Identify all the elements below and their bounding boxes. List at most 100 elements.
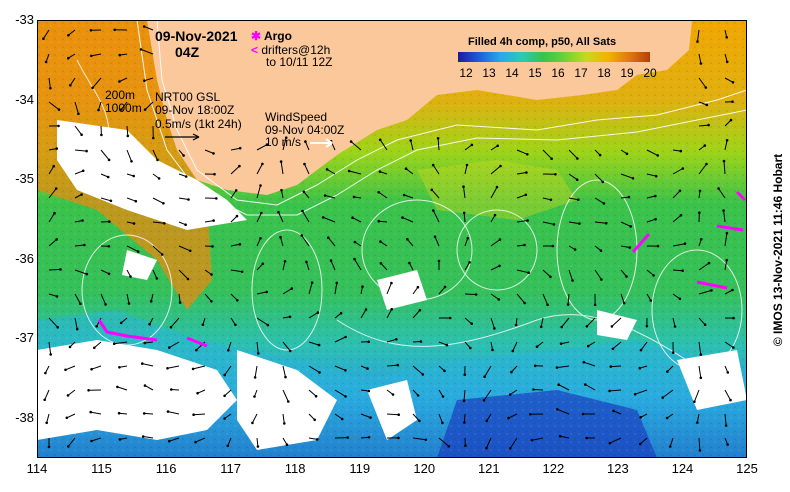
current-arrow: [278, 211, 284, 223]
current-arrow-head: [523, 301, 526, 305]
current-arrow-head: [212, 219, 215, 222]
current-arrow-head: [81, 169, 85, 173]
current-arrow: [509, 437, 518, 449]
y-tick-label: -33: [15, 12, 34, 27]
current-arrow-head: [223, 373, 226, 377]
current-arrow: [724, 260, 728, 271]
current-arrow-head: [49, 86, 52, 90]
current-arrow: [144, 385, 154, 391]
current-arrow-head: [498, 238, 502, 241]
current-arrow-head: [168, 346, 171, 349]
current-arrow: [48, 239, 58, 247]
current-arrow-head: [725, 231, 729, 235]
current-arrow: [119, 77, 128, 82]
current-arrow-head: [69, 84, 72, 87]
colorbar-tick-label: 19: [620, 66, 634, 80]
current-arrow-head: [45, 421, 48, 425]
current-arrow-head: [90, 439, 93, 443]
current-arrow-head: [55, 238, 58, 241]
current-arrow-head: [463, 421, 466, 424]
current-arrow: [583, 361, 596, 367]
current-arrow-head: [313, 418, 317, 422]
current-arrow-head: [118, 53, 122, 57]
current-arrow-head: [604, 221, 608, 225]
y-tick-label: -38: [15, 409, 34, 425]
isobath-label-200: 200m: [105, 88, 136, 102]
current-arrow-head: [344, 369, 347, 372]
current-arrow-head: [725, 258, 728, 262]
current-arrow: [308, 365, 320, 373]
current-arrow: [380, 241, 388, 247]
current-arrow: [169, 437, 180, 442]
current-arrow: [280, 237, 284, 247]
current-arrow: [698, 365, 702, 378]
current-arrow: [98, 101, 102, 111]
current-arrow-head: [184, 175, 188, 178]
current-arrow-head: [118, 366, 121, 369]
current-arrow-head: [668, 445, 672, 448]
current-arrow-head: [379, 262, 383, 265]
current-arrow-head: [585, 325, 589, 328]
current-arrow: [380, 262, 388, 271]
current-arrow: [74, 293, 81, 304]
current-arrow: [464, 262, 471, 271]
current-arrow: [48, 317, 59, 328]
current-arrow-head: [495, 185, 499, 189]
current-arrow-head: [654, 217, 657, 221]
current-arrow-head: [558, 434, 562, 438]
current-arrow: [724, 289, 733, 295]
current-arrow-head: [285, 443, 289, 447]
current-arrow: [100, 197, 112, 202]
current-arrow: [74, 317, 78, 330]
current-arrow-head: [556, 408, 559, 411]
current-arrow-head: [554, 173, 557, 176]
current-arrow-head: [152, 136, 155, 140]
current-arrow-head: [404, 167, 408, 170]
current-arrow-head: [238, 243, 242, 246]
current-arrow-head: [550, 157, 553, 160]
current-arrow-head: [257, 352, 260, 355]
current-arrow-head: [148, 322, 151, 326]
current-arrow-head: [170, 388, 173, 391]
current-arrow-head: [509, 447, 512, 450]
current-arrow-head: [349, 140, 353, 143]
current-arrow: [698, 53, 702, 64]
current-arrow: [330, 260, 336, 271]
current-arrow-head: [212, 152, 215, 155]
current-arrow: [490, 145, 498, 151]
current-arrow-head: [55, 295, 59, 298]
current-arrow-head: [66, 394, 70, 397]
current-arrow-head: [396, 363, 400, 367]
current-arrow-head: [75, 327, 79, 331]
current-arrow: [302, 210, 310, 223]
current-arrow-head: [628, 246, 631, 249]
current-arrow-head: [707, 261, 711, 265]
x-tick-label: 114: [26, 461, 48, 476]
current-arrow-head: [725, 60, 729, 64]
current-arrow: [178, 197, 189, 200]
current-arrow: [256, 317, 269, 326]
current-arrow: [610, 365, 622, 368]
current-arrow: [587, 341, 596, 347]
current-arrow-head: [599, 249, 603, 252]
current-arrow: [438, 437, 450, 447]
current-arrow-head: [557, 383, 560, 387]
current-arrow-head: [234, 189, 238, 192]
current-arrow-head: [397, 436, 400, 440]
current-arrow-head: [352, 195, 356, 199]
current-arrow: [568, 221, 580, 225]
current-arrow-head: [699, 238, 703, 241]
current-arrow-head: [705, 162, 708, 166]
current-arrow: [167, 411, 180, 415]
current-arrow-head: [424, 438, 428, 442]
current-arrow: [143, 436, 154, 439]
current-arrow-head: [317, 343, 321, 347]
current-arrow-head: [552, 223, 556, 226]
current-arrow-head: [261, 262, 265, 266]
current-arrow-head: [353, 257, 356, 261]
current-arrow-head: [419, 340, 423, 343]
current-arrow: [542, 197, 552, 201]
sst-map-canvas: [37, 20, 747, 458]
current-arrow: [594, 173, 604, 183]
current-arrow: [91, 53, 102, 57]
